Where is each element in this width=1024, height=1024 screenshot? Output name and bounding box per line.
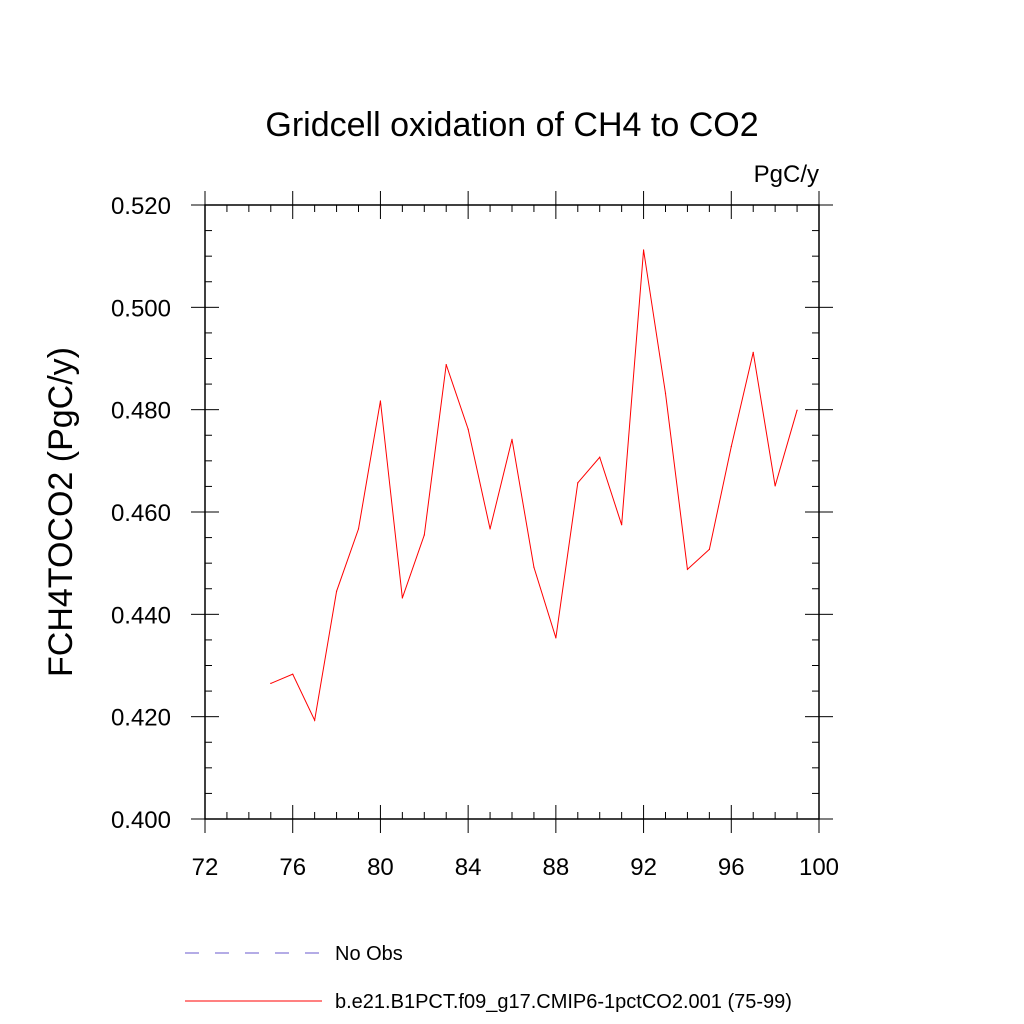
data-point: [599, 456, 601, 458]
data-point: [621, 524, 623, 526]
data-point: [555, 637, 557, 639]
data-point: [708, 548, 710, 550]
data-point: [533, 566, 535, 568]
data-point: [335, 590, 338, 592]
units-label: PgC/y: [754, 161, 819, 188]
data-point: [379, 400, 382, 402]
x-tick-label: 96: [718, 854, 745, 881]
legend: No Obs b.e21.B1PCT.f09_g17.CMIP6-1pctCO2…: [185, 943, 792, 1013]
data-point: [489, 528, 491, 530]
x-tick-label: 76: [279, 854, 306, 881]
data-point: [664, 392, 667, 394]
y-tick-label: 0.460: [111, 500, 171, 527]
data-point: [796, 409, 798, 411]
x-tick-label: 100: [799, 854, 839, 881]
x-tick-label: 72: [192, 854, 219, 881]
data-point: [577, 482, 579, 484]
data-point: [752, 351, 754, 353]
data-point: [686, 568, 689, 570]
chart-title: Gridcell oxidation of CH4 to CO2: [265, 106, 758, 144]
x-tick-label: 80: [367, 854, 394, 881]
y-tick-label: 0.420: [111, 705, 171, 732]
y-tick-label: 0.520: [111, 193, 171, 220]
data-point: [357, 528, 360, 530]
x-tick-label: 84: [455, 854, 482, 881]
data-point: [270, 682, 272, 685]
data-point: [467, 428, 469, 430]
data-point: [730, 445, 732, 448]
data-point: [511, 438, 513, 440]
legend-label-no-obs: No Obs: [335, 943, 403, 965]
data-point: [314, 719, 316, 721]
data-point: [423, 534, 425, 536]
legend-label-series: b.e21.B1PCT.f09_g17.CMIP6-1pctCO2.001 (7…: [335, 991, 792, 1013]
data-point: [445, 364, 447, 366]
y-tick-label: 0.480: [111, 398, 171, 425]
y-axis-label: FCH4TOCO2 (PgC/y): [42, 347, 80, 677]
plot-frame: [204, 204, 820, 820]
x-tick-label: 92: [630, 854, 657, 881]
data-point: [774, 485, 776, 487]
data-point: [401, 597, 403, 599]
data-point: [642, 249, 645, 251]
y-tick-label: 0.440: [111, 602, 171, 629]
series-line: [270, 249, 798, 722]
y-tick-label: 0.400: [111, 807, 171, 834]
data-point: [292, 673, 294, 675]
x-tick-label: 88: [543, 854, 570, 881]
y-tick-label: 0.500: [111, 295, 171, 322]
